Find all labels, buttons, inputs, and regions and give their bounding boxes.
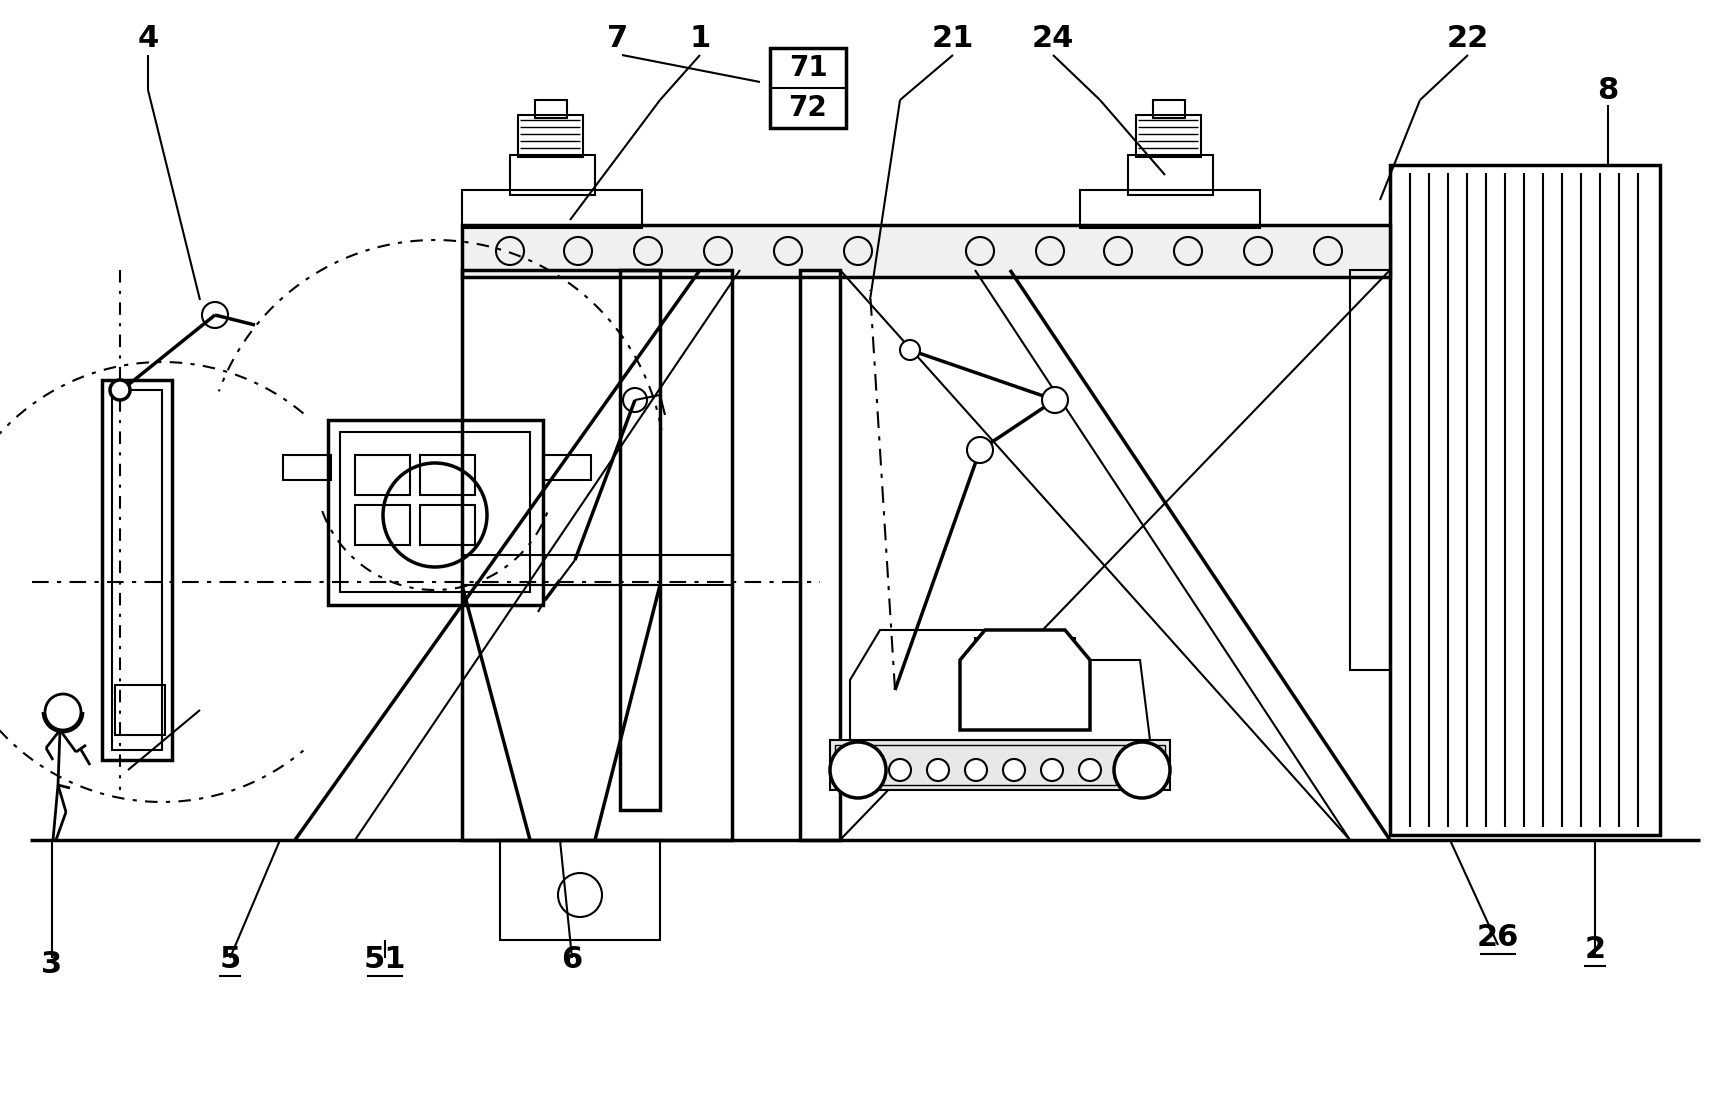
Bar bbox=[800, 270, 840, 840]
Text: 8: 8 bbox=[1597, 76, 1618, 105]
Polygon shape bbox=[849, 630, 1150, 740]
Circle shape bbox=[1041, 759, 1062, 781]
Circle shape bbox=[109, 380, 130, 400]
Text: 3: 3 bbox=[42, 950, 62, 980]
Bar bbox=[1136, 115, 1200, 157]
Circle shape bbox=[899, 340, 920, 360]
Circle shape bbox=[830, 742, 885, 798]
Bar bbox=[975, 637, 1074, 693]
Bar bbox=[327, 419, 542, 606]
Bar bbox=[1349, 270, 1389, 671]
Text: 24: 24 bbox=[1031, 23, 1074, 53]
Circle shape bbox=[889, 759, 911, 781]
Text: 1: 1 bbox=[689, 23, 710, 53]
Bar bbox=[542, 455, 591, 480]
Bar bbox=[462, 190, 641, 228]
Text: 2: 2 bbox=[1583, 936, 1604, 964]
Text: 6: 6 bbox=[561, 946, 582, 974]
Circle shape bbox=[45, 694, 81, 730]
Circle shape bbox=[965, 759, 987, 781]
Bar bbox=[114, 685, 165, 735]
Text: 71: 71 bbox=[788, 54, 826, 81]
Bar bbox=[462, 225, 1389, 277]
Bar bbox=[339, 432, 530, 592]
Bar bbox=[535, 100, 566, 118]
Bar bbox=[282, 455, 331, 480]
Circle shape bbox=[966, 437, 992, 464]
Bar bbox=[1389, 165, 1659, 835]
Bar bbox=[355, 455, 410, 495]
Text: 26: 26 bbox=[1476, 924, 1519, 952]
Bar bbox=[620, 270, 660, 810]
Bar bbox=[830, 740, 1169, 791]
Circle shape bbox=[1114, 742, 1169, 798]
Bar bbox=[509, 155, 594, 195]
Bar bbox=[1152, 100, 1185, 118]
Text: 51: 51 bbox=[364, 946, 405, 974]
Text: 5: 5 bbox=[220, 946, 241, 974]
Bar bbox=[769, 48, 845, 128]
Bar bbox=[113, 390, 161, 750]
Bar bbox=[462, 270, 731, 840]
Circle shape bbox=[1003, 759, 1024, 781]
Bar bbox=[518, 115, 582, 157]
Bar bbox=[1128, 155, 1212, 195]
Bar bbox=[835, 745, 1164, 785]
Polygon shape bbox=[960, 630, 1089, 730]
Bar bbox=[1079, 190, 1259, 228]
Bar bbox=[355, 505, 410, 545]
Text: 7: 7 bbox=[608, 23, 629, 53]
Bar bbox=[462, 555, 731, 585]
Text: 72: 72 bbox=[788, 94, 826, 122]
Circle shape bbox=[1041, 386, 1067, 413]
Text: 21: 21 bbox=[932, 23, 973, 53]
Bar bbox=[419, 505, 475, 545]
Bar bbox=[419, 455, 475, 495]
Circle shape bbox=[927, 759, 949, 781]
Text: 4: 4 bbox=[137, 23, 159, 53]
Text: 22: 22 bbox=[1446, 23, 1488, 53]
Bar bbox=[501, 840, 660, 940]
Circle shape bbox=[1079, 759, 1100, 781]
Bar bbox=[102, 380, 171, 760]
